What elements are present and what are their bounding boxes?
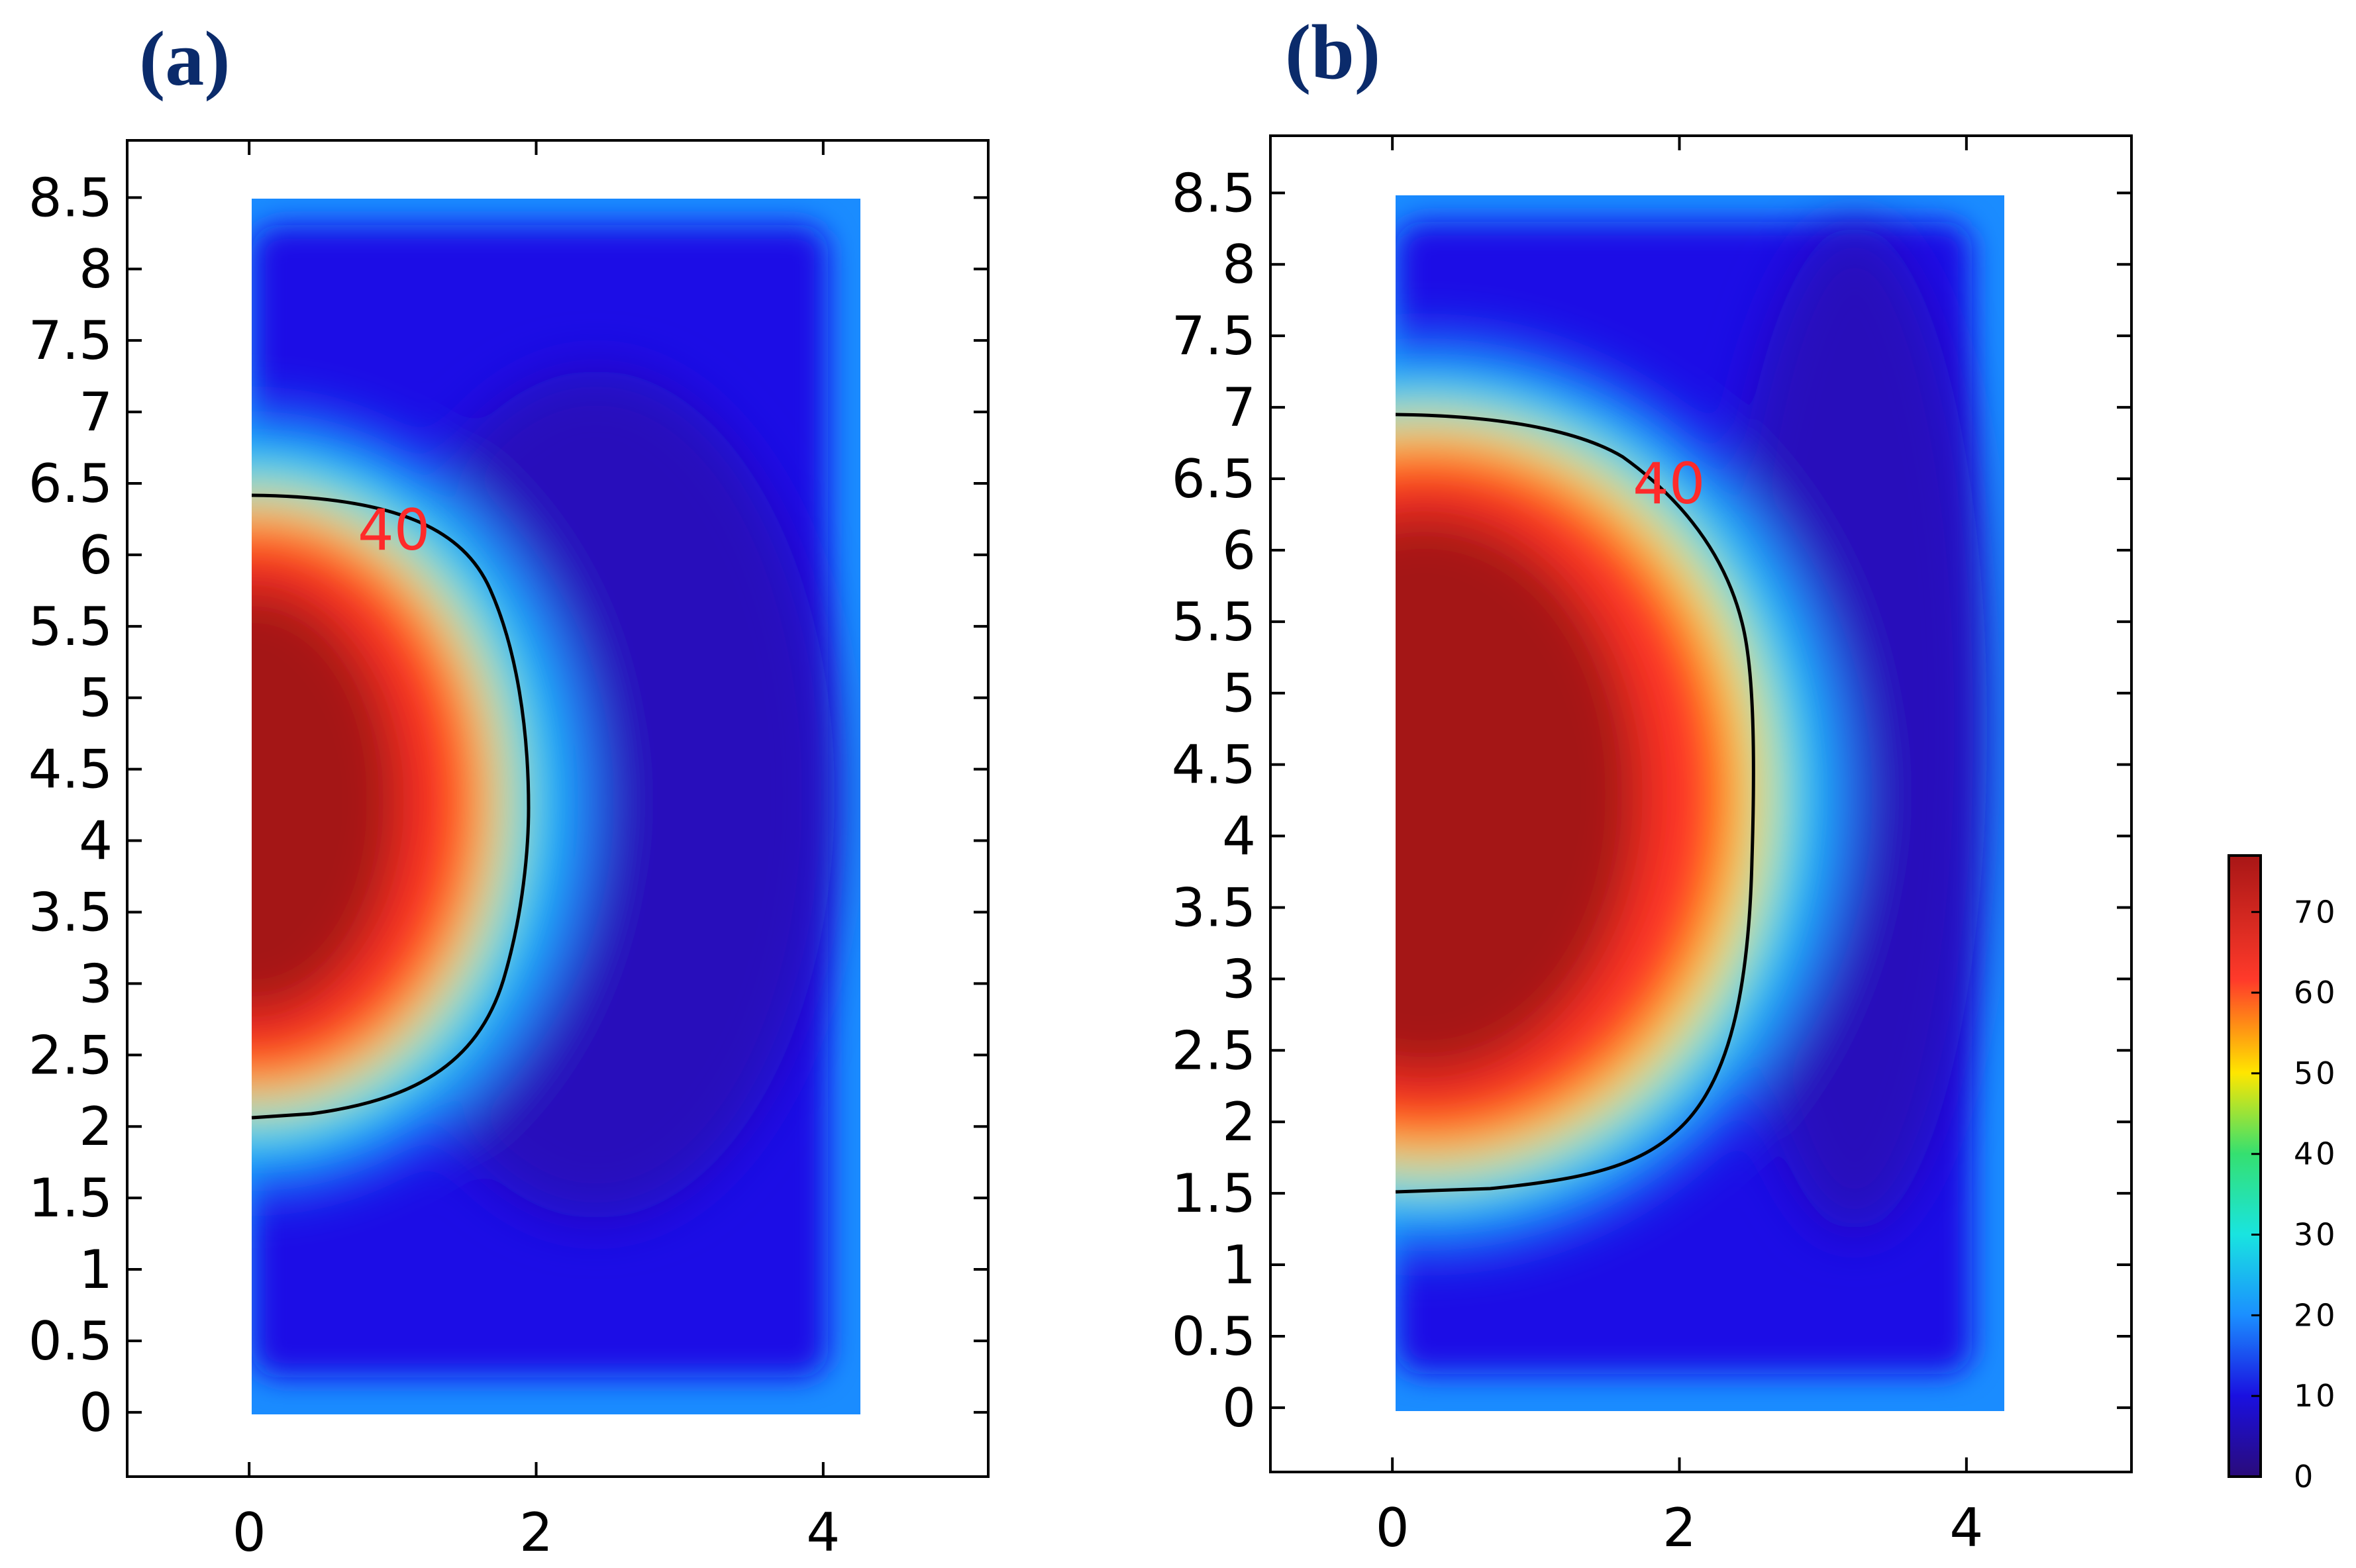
y-tick-label-a-2: 1 bbox=[79, 1239, 113, 1300]
y-tick-label-b-3: 1.5 bbox=[1172, 1163, 1256, 1224]
y-tick-label-b-7: 3.5 bbox=[1172, 877, 1256, 938]
colorbar: 0 10 20 30 40 50 60 70 bbox=[2228, 854, 2338, 1494]
colorbar-tick-label-3: 30 bbox=[2294, 1217, 2338, 1253]
y-tick-label-a-14: 7 bbox=[79, 381, 113, 443]
y-tick-label-a-17: 8.5 bbox=[28, 167, 113, 228]
y-tick-label-a-0: 0 bbox=[79, 1382, 113, 1444]
y-tick-label-a-8: 4 bbox=[79, 810, 113, 872]
y-tick-label-a-16: 8 bbox=[79, 238, 113, 300]
y-tick-label-b-0: 0 bbox=[1222, 1377, 1256, 1439]
y-tick-label-a-10: 5 bbox=[79, 667, 113, 729]
contour-label-a: 40 bbox=[358, 497, 430, 564]
panel-b-label: (b) bbox=[1285, 9, 1380, 95]
x-tick-label-a-1: 2 bbox=[519, 1502, 553, 1563]
axes-b: 0 0.5 1 1.5 2 2.5 3 3.5 4 4.5 5 5.5 6 6.5 7 7.5 8 8.5 0 2 4 bbox=[1172, 136, 2131, 1559]
y-tick-label-a-5: 2.5 bbox=[28, 1024, 113, 1086]
y-tick-label-b-10: 5 bbox=[1222, 663, 1256, 724]
y-tick-label-b-8: 4 bbox=[1222, 806, 1256, 867]
x-tick-label-b-2: 4 bbox=[1949, 1497, 1983, 1559]
y-tick-label-a-13: 6.5 bbox=[28, 453, 113, 514]
y-tick-label-b-5: 2.5 bbox=[1172, 1020, 1256, 1081]
y-tick-label-b-11: 5.5 bbox=[1172, 591, 1256, 653]
x-tick-label-b-0: 0 bbox=[1376, 1497, 1409, 1559]
axes-a: 0 0.5 1 1.5 2 2.5 3 3.5 4 4.5 5 5.5 6 6.5 7 7.5 8 8.5 0 2 4 bbox=[28, 140, 988, 1563]
y-tick-label-a-15: 7.5 bbox=[28, 310, 113, 371]
x-tick-label-a-0: 0 bbox=[232, 1502, 266, 1563]
y-tick-label-b-17: 8.5 bbox=[1172, 162, 1256, 224]
y-tick-label-b-13: 6.5 bbox=[1172, 448, 1256, 510]
y-tick-label-b-9: 4.5 bbox=[1172, 734, 1256, 796]
contour-label-b: 40 bbox=[1633, 451, 1705, 517]
y-tick-label-b-1: 0.5 bbox=[1172, 1306, 1256, 1367]
panel-b-frame bbox=[1269, 134, 2133, 1473]
y-tick-label-a-6: 3 bbox=[79, 953, 113, 1014]
y-tick-label-a-4: 2 bbox=[79, 1096, 113, 1157]
y-tick-label-b-16: 8 bbox=[1222, 234, 1256, 295]
y-tick-label-b-14: 7 bbox=[1222, 377, 1256, 438]
panel-a-label: (a) bbox=[139, 15, 230, 102]
colorbar-tick-label-0: 0 bbox=[2294, 1459, 2316, 1494]
colorbar-tick-label-2: 20 bbox=[2294, 1297, 2338, 1333]
y-tick-label-a-7: 3.5 bbox=[28, 881, 113, 943]
x-tick-label-a-2: 4 bbox=[806, 1502, 840, 1563]
y-tick-label-a-11: 5.5 bbox=[28, 596, 113, 658]
y-tick-label-a-9: 4.5 bbox=[28, 739, 113, 801]
colorbar-tick-label-1: 10 bbox=[2294, 1378, 2338, 1414]
panel-a: (a) 40 00.511.522.533.544.555.566.577.58… bbox=[28, 15, 990, 1563]
contour-40-b bbox=[1395, 413, 1755, 1194]
y-tick-label-a-3: 1.5 bbox=[28, 1167, 113, 1229]
colorbar-tick-label-4: 40 bbox=[2294, 1136, 2338, 1172]
y-tick-label-b-12: 6 bbox=[1222, 520, 1256, 581]
y-tick-label-b-4: 2 bbox=[1222, 1091, 1256, 1153]
x-tick-label-b-1: 2 bbox=[1663, 1497, 1696, 1559]
y-tick-label-b-15: 7.5 bbox=[1172, 305, 1256, 367]
y-tick-label-b-2: 1 bbox=[1222, 1234, 1256, 1296]
y-tick-label-a-12: 6 bbox=[79, 524, 113, 586]
contour-40-a bbox=[251, 493, 531, 1120]
y-tick-label-a-1: 0.5 bbox=[28, 1310, 113, 1372]
colorbar-tick-label-6: 60 bbox=[2294, 975, 2338, 1010]
colorbar-tick-label-7: 70 bbox=[2294, 894, 2338, 930]
panel-a-frame bbox=[126, 139, 990, 1478]
y-tick-label-b-6: 3 bbox=[1222, 948, 1256, 1010]
colorbar-gradient bbox=[2228, 854, 2262, 1478]
colorbar-tick-label-5: 50 bbox=[2294, 1055, 2338, 1091]
panel-b: (b) 40 00.511.522.533.544.555.566.577.58… bbox=[1172, 9, 2133, 1559]
